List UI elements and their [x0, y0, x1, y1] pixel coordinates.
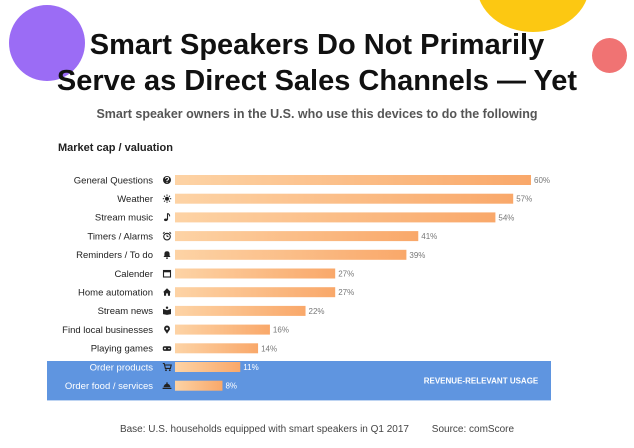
category-label: Order food / services [65, 381, 153, 392]
value-label: 27% [338, 270, 354, 279]
footer-base-note: Base: U.S. households equipped with smar… [119, 424, 409, 435]
category-label: Home automation [78, 288, 153, 299]
bar [175, 287, 336, 298]
highlight-band-label: REVENUE-RELEVANT USAGE [424, 377, 539, 386]
question-icon [163, 176, 171, 184]
bar [175, 231, 419, 242]
bar-row: Weather 57% [117, 193, 532, 205]
category-label: Order products [90, 362, 154, 373]
cart-icon [162, 362, 172, 372]
news-icon [163, 306, 171, 315]
alarm-clock-icon [162, 231, 172, 241]
highlight-band [47, 361, 551, 401]
decorative-red-circle [592, 38, 627, 73]
value-label: 57% [516, 195, 532, 204]
value-label: 14% [261, 344, 277, 353]
bar-row: Stream news 22% [98, 305, 325, 317]
value-label: 39% [409, 251, 425, 260]
category-label: Playing games [91, 344, 154, 355]
food-tray-icon [162, 382, 172, 389]
bar-row: Timers / Alarms 41% [87, 231, 437, 242]
bar-row: Reminders / To do 39% [76, 249, 425, 261]
section-label: Market cap / valuation [58, 142, 173, 154]
bar [175, 268, 336, 279]
value-label: 41% [421, 232, 437, 241]
chart-title: Smart Speakers Do Not Primarily Serve as… [0, 27, 634, 99]
category-label: Find local businesses [62, 325, 153, 336]
music-note-icon [164, 212, 171, 222]
value-label: 11% [243, 363, 258, 372]
value-label: 27% [338, 288, 354, 297]
bar [175, 212, 496, 223]
value-label: 54% [498, 213, 514, 222]
category-label: Stream news [98, 306, 154, 317]
bar [175, 343, 259, 354]
chart-subtitle: Smart speaker owners in the U.S. who use… [96, 107, 538, 121]
chart-title-line-1: Smart Speakers Do Not Primarily [89, 29, 545, 61]
bar [175, 175, 531, 185]
decorative-purple-circle [9, 5, 85, 81]
value-label: 60% [534, 176, 550, 185]
value-label: 16% [273, 326, 289, 335]
category-label: Reminders / To do [76, 250, 153, 261]
footer-source: Source: comScore [431, 424, 515, 435]
bar [175, 305, 306, 316]
bar [175, 193, 514, 204]
value-label: 22% [309, 307, 325, 316]
bar-row: General Questions 60% [74, 175, 550, 186]
category-label: Calender [114, 269, 153, 280]
chart-title-line-2: Serve as Direct Sales Channels — Yet [56, 65, 578, 97]
bar [175, 380, 223, 391]
bar [175, 362, 241, 372]
gamepad-icon [162, 346, 172, 351]
category-label: Timers / Alarms [87, 231, 153, 242]
bar-row: Order food / services 8% [65, 380, 237, 392]
bar-row: Stream music 54% [95, 212, 514, 224]
category-label: General Questions [74, 175, 153, 186]
chart-footer: Base: U.S. households equipped with smar… [0, 424, 634, 435]
bar-row: Order products 11% [90, 362, 259, 373]
bell-icon [163, 251, 171, 259]
sun-icon [162, 194, 172, 203]
bar [175, 249, 407, 260]
bar-row: Home automation 27% [78, 287, 354, 299]
value-label: 8% [225, 382, 237, 391]
calendar-icon [162, 269, 172, 278]
category-label: Stream music [95, 213, 153, 224]
bar-row: Calender 27% [114, 268, 354, 280]
location-pin-icon [164, 325, 170, 334]
bar-row: Playing games 14% [91, 343, 277, 355]
bar [175, 324, 270, 335]
bar-row: Find local businesses 16% [62, 324, 289, 336]
house-icon [163, 288, 171, 296]
category-label: Weather [117, 194, 153, 205]
